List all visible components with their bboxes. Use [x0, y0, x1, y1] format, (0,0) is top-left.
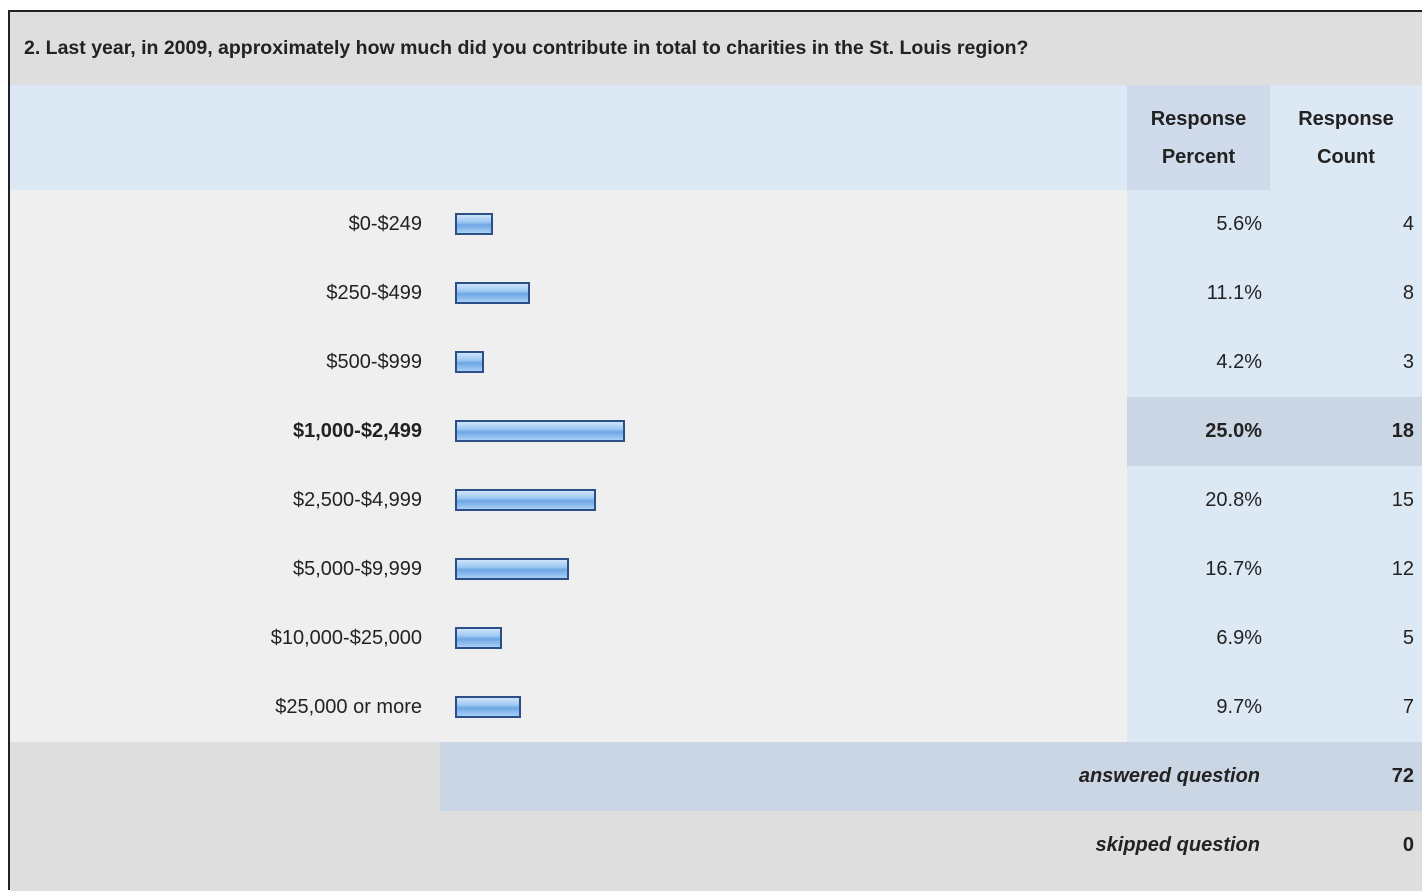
- bar: [455, 420, 625, 442]
- bar: [455, 627, 502, 649]
- count-value: 7: [1402, 696, 1414, 718]
- answered-count: 72: [1391, 765, 1414, 787]
- answered-label: answered question: [1078, 765, 1260, 787]
- value-background: [1127, 259, 1422, 328]
- count-value: 3: [1402, 351, 1414, 373]
- row-label: $2,500-$4,999: [292, 489, 422, 511]
- row-label: $25,000 or more: [275, 696, 422, 718]
- count-value: 4: [1402, 213, 1414, 235]
- row-background: [10, 673, 1127, 742]
- row-background: [10, 328, 1127, 397]
- row-label: $10,000-$25,000: [270, 627, 422, 649]
- skipped-count: 0: [1402, 834, 1414, 856]
- percent-value: 16.7%: [1205, 558, 1262, 580]
- count-value: 18: [1391, 420, 1414, 442]
- survey-table: 2. Last year, in 2009, approximately how…: [8, 10, 1422, 891]
- percent-value: 6.9%: [1216, 627, 1262, 649]
- header-count: Response Count: [1298, 107, 1394, 168]
- row-background: [10, 190, 1127, 259]
- value-background: [1127, 535, 1422, 604]
- bar: [455, 696, 521, 718]
- bar: [455, 213, 494, 235]
- percent-value: 5.6%: [1216, 213, 1262, 235]
- bar: [455, 282, 531, 304]
- percent-value: 20.8%: [1205, 489, 1262, 511]
- count-value: 15: [1391, 489, 1414, 511]
- row-label: $5,000-$9,999: [292, 558, 422, 580]
- value-background: [1127, 190, 1422, 259]
- answered-band: [440, 742, 1422, 811]
- value-background: [1127, 466, 1422, 535]
- row-background: [10, 259, 1127, 328]
- header-percent: Response Percent: [1127, 85, 1270, 190]
- row-label: $0-$249: [348, 213, 422, 235]
- row-label: $250-$499: [326, 282, 422, 304]
- value-background: [1127, 673, 1422, 742]
- question-title: 2. Last year, in 2009, approximately how…: [10, 12, 1422, 85]
- bar: [455, 558, 569, 580]
- percent-value: 9.7%: [1216, 696, 1262, 718]
- percent-value: 25.0%: [1205, 420, 1262, 442]
- skipped-label: skipped question: [1095, 834, 1260, 856]
- percent-value: 11.1%: [1206, 282, 1262, 304]
- value-background: [1127, 397, 1422, 466]
- count-value: 8: [1402, 282, 1414, 304]
- value-background: [1127, 328, 1422, 397]
- count-value: 5: [1402, 627, 1414, 649]
- row-label: $500-$999: [326, 351, 422, 373]
- row-background: [10, 604, 1127, 673]
- percent-value: 4.2%: [1216, 351, 1262, 373]
- count-value: 12: [1391, 558, 1414, 580]
- row-label: $1,000-$2,499: [292, 420, 422, 442]
- value-background: [1127, 604, 1422, 673]
- bar: [455, 489, 597, 511]
- bar: [455, 351, 484, 373]
